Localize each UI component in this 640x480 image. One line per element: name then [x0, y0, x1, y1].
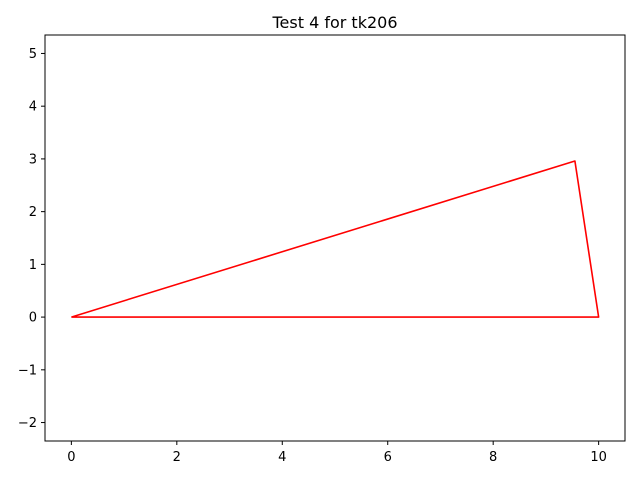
x-tick-label: 10 — [590, 450, 607, 465]
x-axis-ticks: 0 2 4 6 8 10 — [67, 441, 607, 465]
plot-area — [45, 35, 625, 441]
plot-frame — [44, 34, 626, 442]
x-tick-label: 6 — [384, 450, 392, 465]
y-tick-label: 4 — [29, 100, 37, 115]
y-tick-label: 5 — [29, 47, 37, 62]
series-layer — [71, 160, 600, 318]
x-tick-label: 2 — [173, 450, 181, 465]
y-tick-label: −2 — [18, 416, 37, 431]
chart-title: Test 4 for tk206 — [271, 13, 397, 32]
y-tick-label: 0 — [29, 311, 37, 326]
y-tick-label: 2 — [29, 205, 37, 220]
y-axis-ticks: −2 −1 0 1 2 3 4 5 — [18, 47, 45, 431]
y-tick-label: 3 — [29, 152, 37, 167]
series-line — [71, 160, 600, 318]
x-tick-label: 4 — [278, 450, 286, 465]
y-tick-label: 1 — [29, 258, 37, 273]
x-tick-label: 8 — [489, 450, 497, 465]
x-tick-label: 0 — [67, 450, 75, 465]
y-tick-label: −1 — [18, 363, 37, 378]
